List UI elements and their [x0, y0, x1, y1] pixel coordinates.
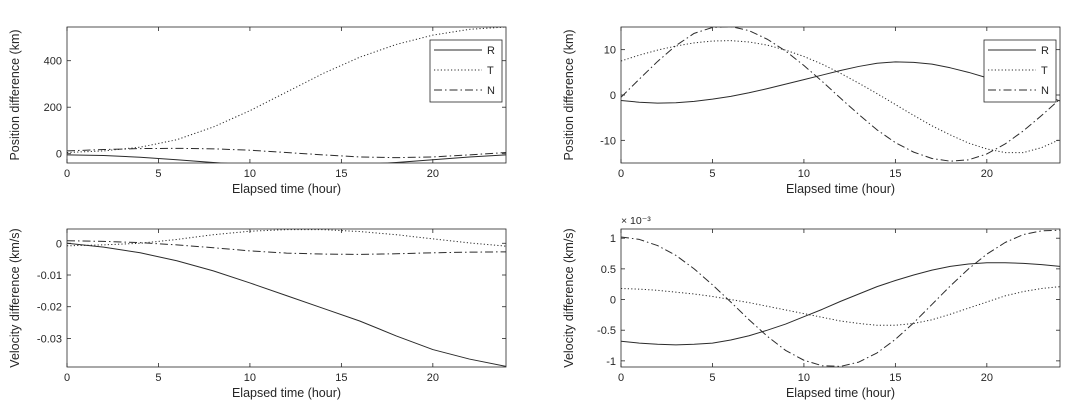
series-line-t: [621, 40, 1060, 154]
x-tick-label: 20: [981, 372, 993, 384]
x-tick-label: 10: [798, 168, 810, 180]
y-tick-label: 1: [610, 233, 616, 245]
x-axis-label: Elapsed time (hour): [232, 182, 341, 196]
x-tick-label: 20: [427, 168, 439, 180]
x-tick-label: 15: [889, 372, 901, 384]
x-tick-label: 20: [427, 372, 439, 384]
plot-top-right-position: 0 5 10 15 20 -10 0 10 Elapsed time (hour) Positio…: [562, 26, 1061, 196]
series-line-dashdot: [67, 240, 506, 255]
x-axis-label: Elapsed time (hour): [786, 386, 895, 400]
y-tick-label: 400: [44, 56, 62, 68]
series-line-solid: [67, 242, 506, 367]
x-tick-label: 0: [618, 372, 624, 384]
y-exponent-label: × 10⁻³: [621, 215, 651, 227]
x-tick-label: 0: [618, 168, 624, 180]
x-tick-label: 15: [889, 168, 901, 180]
axes-box: [66, 228, 507, 368]
y-axis-label: Position difference (km): [8, 29, 22, 160]
y-tick-label: -0.5: [597, 325, 616, 337]
legend: RTN: [429, 39, 503, 103]
y-tick-label: 200: [44, 102, 62, 114]
x-tick-label: 5: [155, 168, 161, 180]
y-tick-label: 0: [610, 90, 616, 102]
series-line-dashdot: [621, 229, 1060, 367]
y-tick-label: 0: [56, 238, 62, 250]
y-tick-label: -0.03: [37, 333, 62, 345]
x-tick-label: 5: [709, 372, 715, 384]
x-tick-label: 10: [244, 372, 256, 384]
legend: RTN: [983, 39, 1057, 103]
series-line-t: [67, 27, 506, 154]
y-tick-label: -0.02: [37, 302, 62, 314]
legend-label-t: T: [487, 65, 494, 77]
x-tick-label: 15: [335, 372, 347, 384]
x-tick-label: 5: [155, 372, 161, 384]
y-axis-label: Velocity difference (km/s): [562, 228, 576, 367]
series-line-n: [67, 147, 506, 159]
y-tick-label: -1: [606, 356, 616, 368]
axes-box: [620, 228, 1061, 368]
y-tick-label: 10: [604, 45, 616, 57]
legend-label-n: N: [487, 85, 495, 97]
y-tick-label: 0: [610, 295, 616, 307]
plot-bottom-left-velocity: 0 5 10 15 20 -0.03 -0.02 -0.01 0 Elapsed time (ho…: [8, 228, 507, 400]
y-tick-label: -10: [600, 135, 616, 147]
plot-bottom-right-velocity: 0 5 10 15 20 -1 -0.5 0 0.5 1 Elapsed time (hour) Ve…: [562, 215, 1061, 400]
x-tick-label: 10: [244, 168, 256, 180]
x-tick-label: 0: [64, 372, 70, 384]
x-tick-label: 20: [981, 168, 993, 180]
legend-label-n: N: [1041, 85, 1049, 97]
x-axis-label: Elapsed time (hour): [786, 182, 895, 196]
legend-label-t: T: [1041, 65, 1048, 77]
y-axis-label: Velocity difference (km/s): [8, 228, 22, 367]
legend-label-r: R: [1041, 45, 1049, 57]
x-tick-label: 15: [335, 168, 347, 180]
x-axis-label: Elapsed time (hour): [232, 386, 341, 400]
y-tick-label: 0: [56, 149, 62, 161]
series-line-r: [67, 154, 506, 163]
x-tick-label: 0: [64, 168, 70, 180]
x-tick-label: 5: [709, 168, 715, 180]
series-line-solid: [621, 262, 1060, 346]
y-tick-label: -0.01: [37, 270, 62, 282]
legend-label-r: R: [487, 45, 495, 57]
x-tick-label: 10: [798, 372, 810, 384]
y-axis-label: Position difference (km): [562, 29, 576, 160]
series-line-n: [621, 27, 1060, 162]
y-tick-label: 0.5: [601, 264, 616, 276]
